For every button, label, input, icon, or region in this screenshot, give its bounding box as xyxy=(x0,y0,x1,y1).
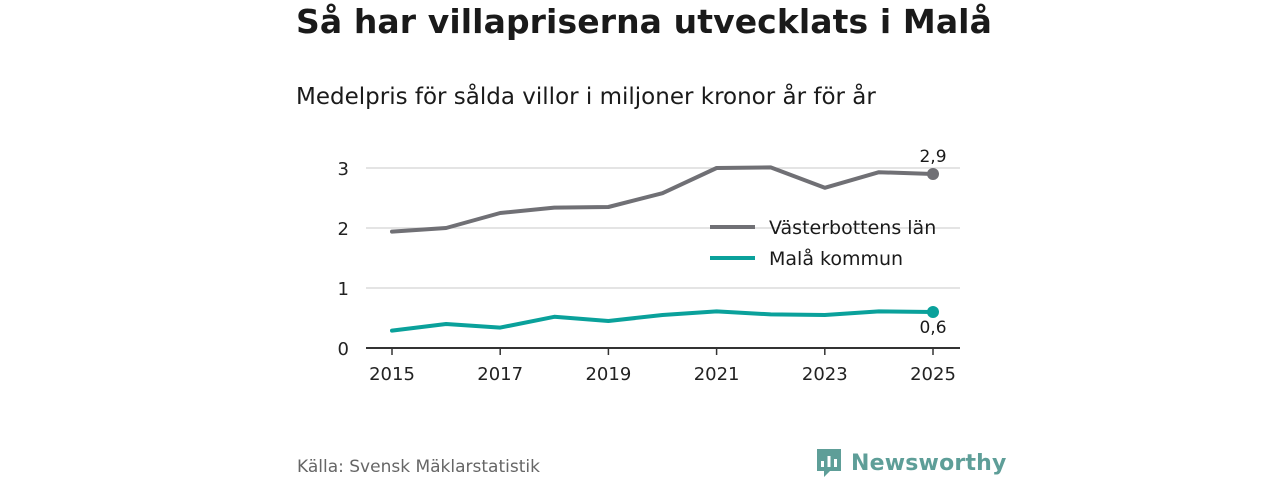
y-axis-ticks: 0 1 2 3 xyxy=(338,159,349,360)
end-labels: 2,9 0,6 xyxy=(919,147,946,338)
newsworthy-logo: Newsworthy xyxy=(815,447,1007,479)
chart-subtitle: Medelpris för sålda villor i miljoner kr… xyxy=(296,84,876,110)
y-tick-label: 2 xyxy=(338,219,349,240)
gridlines xyxy=(366,167,960,289)
x-tick-label: 2023 xyxy=(802,364,848,385)
legend: Västerbottens län Malå kommun xyxy=(710,217,936,270)
y-tick-label: 0 xyxy=(338,339,349,360)
logo-text: Newsworthy xyxy=(851,450,1007,476)
legend-label: Malå kommun xyxy=(769,247,903,270)
x-tick-label: 2015 xyxy=(369,364,415,385)
end-value-label: 0,6 xyxy=(919,318,946,338)
x-tick-label: 2019 xyxy=(585,364,631,385)
end-point-marker xyxy=(927,168,939,180)
y-tick-label: 3 xyxy=(338,159,349,180)
source-note: Källa: Svensk Mäklarstatistik xyxy=(297,457,540,477)
series-line-mala xyxy=(390,309,935,333)
x-axis: 2015 2017 2019 2021 2023 2025 xyxy=(366,347,960,385)
newsworthy-logo-icon xyxy=(817,449,841,477)
end-value-label: 2,9 xyxy=(919,147,946,167)
chart-title: Så har villapriserna utvecklats i Malå xyxy=(296,2,992,41)
end-point-marker xyxy=(927,306,939,318)
y-tick-label: 1 xyxy=(338,279,349,300)
series-lines xyxy=(390,165,939,333)
x-tick-label: 2021 xyxy=(694,364,740,385)
x-tick-label: 2017 xyxy=(477,364,523,385)
series-line-vasterbotten xyxy=(390,165,935,234)
x-tick-label: 2025 xyxy=(910,364,956,385)
legend-label: Västerbottens län xyxy=(769,217,936,239)
